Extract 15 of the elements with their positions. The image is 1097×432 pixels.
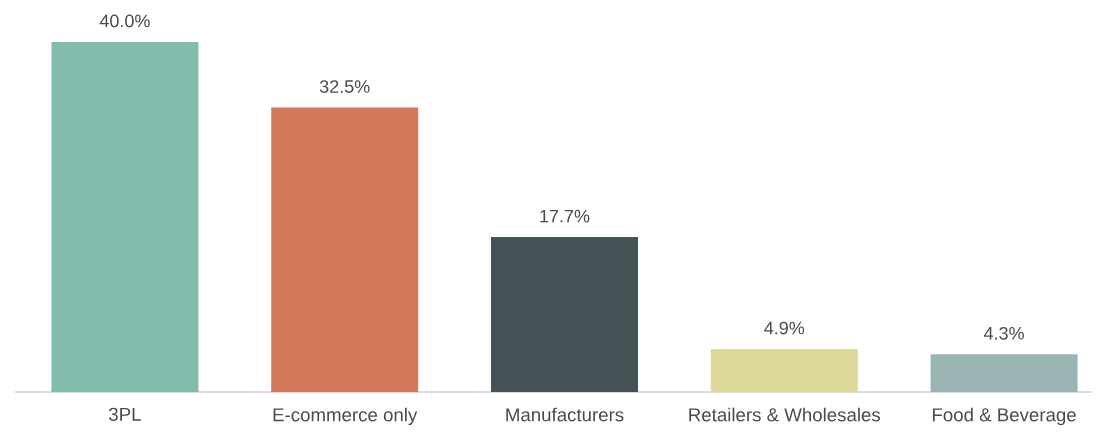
bar (930, 354, 1078, 392)
data-label: 40.0% (99, 14, 150, 28)
bar (491, 237, 638, 392)
data-label: 32.5% (319, 80, 370, 93)
data-label: 4.9% (764, 321, 805, 335)
x-tick-label: Food & Beverage (932, 407, 1076, 426)
x-tick-label: E-commerce only (273, 407, 418, 426)
data-label: 17.7% (540, 209, 590, 223)
bar (271, 107, 419, 392)
x-tick-label: 3PL (109, 407, 141, 421)
data-label: 4.3% (983, 326, 1024, 340)
x-tick-label: Retailers & Wholesales (689, 407, 881, 422)
bar (51, 41, 199, 392)
x-tick-label: Manufacturers (506, 407, 624, 422)
bar (710, 349, 858, 392)
